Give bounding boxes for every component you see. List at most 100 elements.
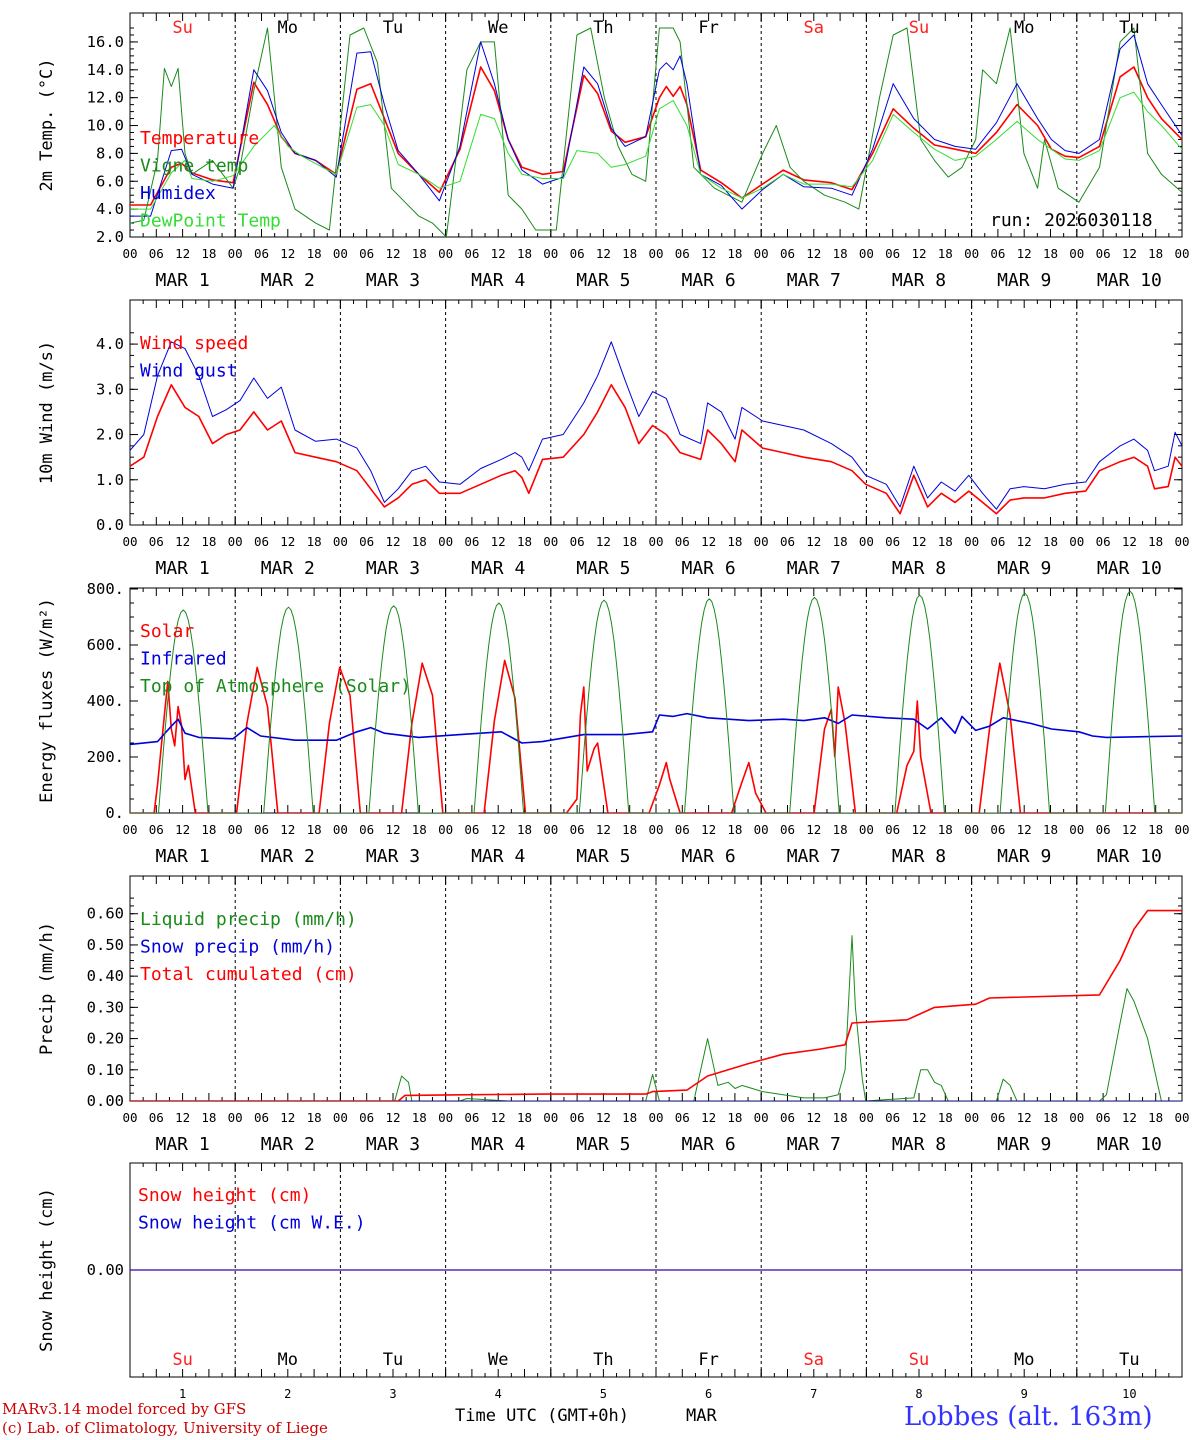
legend-entry: DewPoint Temp [140,211,281,232]
hour-tick-label: 18 [1148,822,1163,837]
weekday-label: Su [909,18,929,38]
y-axis-title: 2m Temp. (°C) [37,58,57,191]
date-label: MAR 10 [1097,558,1162,579]
hour-tick-label: 18 [201,1110,216,1125]
hour-tick-label: 00 [1069,1110,1084,1125]
hour-tick-label: 12 [701,246,716,261]
weekday-label: Fr [698,1350,718,1370]
weekday-label: Fr [698,18,718,38]
y-tick-label: 12.0 [87,89,124,107]
hour-tick-label: 00 [648,534,663,549]
hour-tick-label: 00 [333,246,348,261]
hour-tick-label: 12 [701,1110,716,1125]
series-line [130,27,1182,237]
date-label: MAR 3 [366,270,420,291]
date-label: MAR 3 [366,1134,420,1155]
date-label: MAR 1 [156,1134,210,1155]
hour-tick-label: 00 [648,246,663,261]
hour-tick-label: 00 [333,822,348,837]
date-label: MAR 9 [997,1134,1051,1155]
legend-entry: Vigne temp [140,156,248,177]
y-axis-title: 10m Wind (m/s) [37,341,57,484]
hour-tick-label: 18 [938,534,953,549]
hour-tick-label: 18 [833,822,848,837]
hour-tick-label: 06 [885,534,900,549]
y-tick-label: 6.0 [96,172,124,190]
day-number: 6 [705,1387,712,1401]
hour-tick-label: 06 [885,246,900,261]
panel-1: 00 06 12 18 MAR 1 00 06 12 18 MAR 2 00 06 12 18 MAR 3 0… [37,12,1190,291]
hour-tick-label: 12 [280,1110,295,1125]
hour-tick-label: 06 [254,246,269,261]
plot-frame [129,299,1183,526]
date-label: MAR 8 [892,558,946,579]
legend-entry: Temperature [140,128,259,149]
legend-entry: Humidex [140,183,216,204]
hour-tick-label: 00 [859,246,874,261]
hour-tick-label: 18 [622,1110,637,1125]
hour-tick-label: 12 [911,246,926,261]
series-line [130,590,1182,813]
date-label: MAR 5 [576,1134,630,1155]
y-tick-label: 0.20 [87,1030,124,1048]
y-tick-label: 2.0 [96,426,124,444]
hour-tick-label: 00 [333,1110,348,1125]
date-label: MAR 3 [366,558,420,579]
series-line [130,659,1182,813]
hour-tick-label: 12 [911,534,926,549]
hour-tick-label: 06 [570,246,585,261]
hour-tick-label: 12 [280,534,295,549]
y-tick-label: 10.0 [87,117,124,135]
hour-tick-label: 06 [990,1110,1005,1125]
weekday-label: Tu [1119,1350,1139,1370]
legend-entry: Wind speed [140,333,248,354]
hour-tick-label: 06 [570,822,585,837]
date-label: MAR 2 [261,270,315,291]
hour-tick-label: 00 [122,1110,137,1125]
hour-tick-label: 12 [175,1110,190,1125]
date-label: MAR 3 [366,846,420,867]
y-tick-label: 0.00 [87,1092,124,1110]
hour-tick-label: 06 [359,822,374,837]
hour-tick-label: 00 [438,822,453,837]
hour-tick-label: 12 [491,534,506,549]
hour-tick-label: 18 [938,246,953,261]
date-label: MAR 6 [682,846,736,867]
date-label: MAR 6 [682,558,736,579]
day-number: 8 [915,1387,922,1401]
y-axis-title: Energy fluxes (W/m²) [37,598,57,803]
hour-tick-label: 00 [228,1110,243,1125]
hour-tick-label: 00 [859,1110,874,1125]
hour-tick-label: 00 [1069,822,1084,837]
hour-tick-label: 18 [833,246,848,261]
hour-tick-label: 06 [149,534,164,549]
hour-tick-label: 18 [412,246,427,261]
hour-tick-label: 12 [280,246,295,261]
hour-tick-label: 06 [254,1110,269,1125]
y-tick-label: 1.0 [96,471,124,489]
day-number: 7 [810,1387,817,1401]
hour-tick-label: 00 [228,534,243,549]
hour-tick-label: 06 [780,822,795,837]
hour-tick-label: 00 [1174,822,1189,837]
hour-tick-label: 12 [1017,534,1032,549]
series-line [130,34,1182,217]
weekday-label: Sa [804,18,824,38]
weekday-label: Mo [278,1350,298,1370]
day-number: 5 [600,1387,607,1401]
hour-tick-label: 00 [754,246,769,261]
y-tick-label: 8.0 [96,144,124,162]
date-label: MAR 1 [156,558,210,579]
y-tick-label: 0.10 [87,1061,124,1079]
hour-tick-label: 00 [543,1110,558,1125]
hour-tick-label: 06 [675,822,690,837]
hour-tick-label: 18 [201,534,216,549]
y-tick-label: 0. [105,804,124,822]
hour-tick-label: 00 [122,534,137,549]
y-tick-label: 0.60 [87,905,124,923]
hour-tick-label: 12 [806,1110,821,1125]
hour-tick-label: 00 [754,534,769,549]
date-label: MAR 1 [156,846,210,867]
hour-tick-label: 00 [1174,1110,1189,1125]
date-label: MAR 4 [471,270,525,291]
